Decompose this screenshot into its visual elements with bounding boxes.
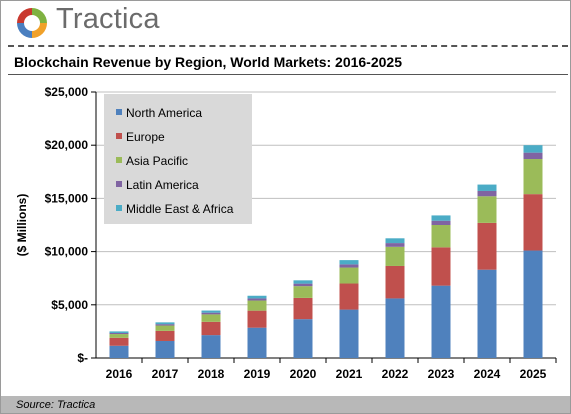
bar-europe-2018	[201, 321, 221, 336]
bar-latin-america-2024	[477, 190, 497, 197]
brand-name: Tractica	[56, 3, 160, 35]
bar-asia-pacific-2018	[201, 314, 221, 322]
bar-asia-pacific-2025	[523, 159, 543, 195]
bar-middle-east-africa-2016	[109, 331, 129, 333]
x-tick-label: 2025	[520, 367, 547, 381]
y-tick-label: $20,000	[45, 138, 89, 152]
bar-middle-east-africa-2019	[247, 295, 267, 299]
bar-europe-2017	[155, 330, 175, 341]
bar-europe-2022	[385, 265, 405, 299]
bar-europe-2025	[523, 194, 543, 251]
legend-swatch-asia-pacific	[116, 157, 122, 163]
bar-latin-america-2025	[523, 152, 543, 160]
bar-asia-pacific-2022	[385, 246, 405, 266]
x-tick-label: 2016	[106, 367, 133, 381]
y-tick-label: $10,000	[45, 245, 89, 259]
legend-swatch-middle-east-africa	[116, 205, 122, 211]
x-tick-label: 2018	[198, 367, 225, 381]
legend-label: Latin America	[126, 178, 199, 192]
bar-asia-pacific-2017	[155, 325, 175, 331]
bar-latin-america-2020	[293, 283, 313, 287]
bar-north-america-2017	[155, 340, 175, 358]
bar-europe-2019	[247, 310, 267, 328]
legend-swatch-europe	[116, 133, 122, 139]
y-tick-label: $25,000	[45, 85, 89, 99]
chart-title: Blockchain Revenue by Region, World Mark…	[14, 54, 402, 70]
x-tick-label: 2022	[382, 367, 409, 381]
legend-swatch-latin-america	[116, 181, 122, 187]
y-tick-label: $5,000	[51, 298, 88, 312]
bar-europe-2024	[477, 222, 497, 270]
bar-north-america-2022	[385, 298, 405, 358]
bar-europe-2016	[109, 337, 129, 346]
legend-label: Asia Pacific	[126, 154, 188, 168]
x-tick-label: 2021	[336, 367, 363, 381]
y-axis-label: ($ Millions)	[15, 194, 29, 257]
legend-label: North America	[126, 106, 202, 120]
x-tick-label: 2020	[290, 367, 317, 381]
bar-asia-pacific-2024	[477, 196, 497, 223]
bar-latin-america-2019	[247, 298, 267, 301]
bar-middle-east-africa-2022	[385, 238, 405, 244]
x-tick-label: 2019	[244, 367, 271, 381]
bar-north-america-2016	[109, 345, 129, 358]
bar-asia-pacific-2020	[293, 286, 313, 298]
bar-latin-america-2017	[155, 324, 175, 326]
legend-swatch-north-america	[116, 109, 122, 115]
bar-europe-2020	[293, 297, 313, 320]
y-tick-label: $15,000	[45, 191, 89, 205]
legend-box	[104, 94, 252, 224]
bar-north-america-2020	[293, 319, 313, 358]
source-note: Source: Tractica	[16, 399, 96, 411]
bar-north-america-2024	[477, 269, 497, 358]
bar-north-america-2019	[247, 327, 267, 358]
legend-label: Middle East & Africa	[126, 202, 234, 216]
bar-europe-2021	[339, 283, 359, 310]
bar-latin-america-2022	[385, 243, 405, 247]
bar-latin-america-2023	[431, 220, 451, 225]
bar-asia-pacific-2023	[431, 225, 451, 248]
footer-bar	[1, 396, 570, 413]
title-divider	[8, 74, 568, 75]
bar-north-america-2025	[523, 250, 543, 358]
header-divider	[8, 45, 568, 47]
bar-middle-east-africa-2023	[431, 215, 451, 221]
x-tick-label: 2023	[428, 367, 455, 381]
x-tick-label: 2017	[152, 367, 179, 381]
bar-middle-east-africa-2020	[293, 280, 313, 284]
bar-latin-america-2018	[201, 312, 221, 315]
bar-asia-pacific-2021	[339, 267, 359, 284]
bar-latin-america-2021	[339, 264, 359, 268]
bar-middle-east-africa-2024	[477, 184, 497, 191]
bar-asia-pacific-2019	[247, 300, 267, 311]
bar-north-america-2018	[201, 335, 221, 358]
bar-north-america-2023	[431, 285, 451, 358]
tractica-logo-icon	[17, 8, 47, 38]
stacked-bar-chart: $- $5,000 $10,000 $15,000 $20,000 $25,000 ($ M…	[15, 85, 557, 381]
bar-middle-east-africa-2025	[523, 145, 543, 153]
legend-label: Europe	[126, 130, 165, 144]
bar-middle-east-africa-2021	[339, 260, 359, 265]
bar-latin-america-2016	[109, 332, 129, 335]
bar-asia-pacific-2016	[109, 334, 129, 338]
x-tick-label: 2024	[474, 367, 501, 381]
bar-middle-east-africa-2017	[155, 322, 175, 325]
bar-middle-east-africa-2018	[201, 310, 221, 313]
bar-europe-2023	[431, 247, 451, 286]
y-tick-label: $-	[77, 351, 88, 365]
bar-north-america-2021	[339, 309, 359, 358]
